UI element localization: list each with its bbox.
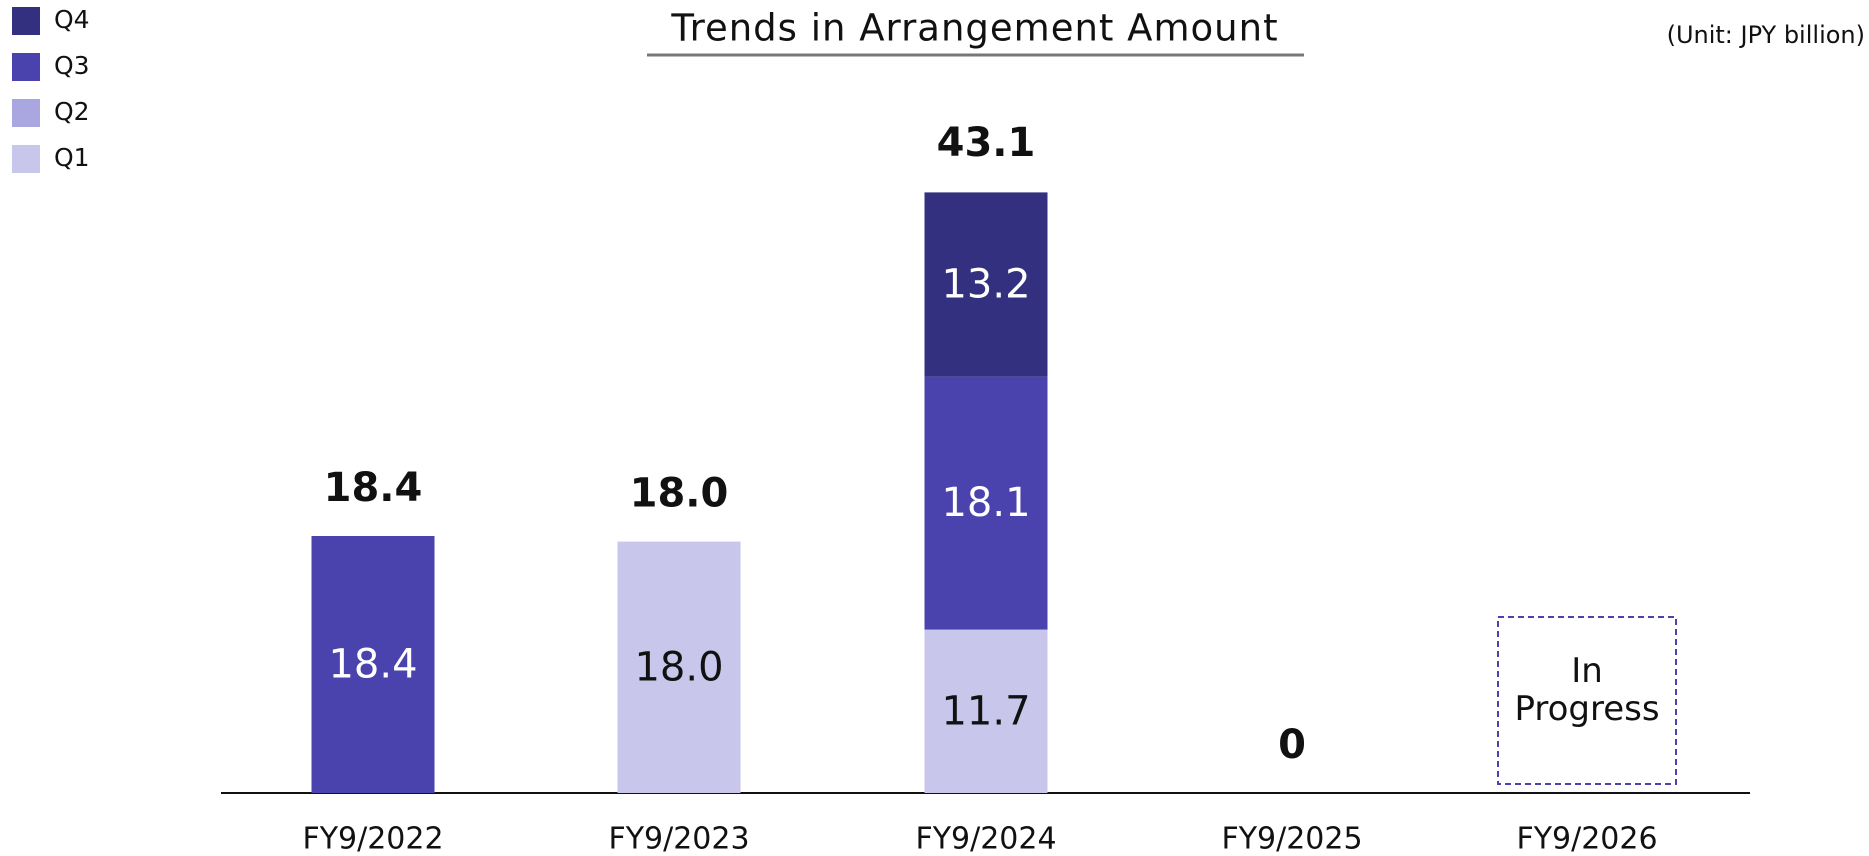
annotation: In Progress (1514, 651, 1660, 729)
unit-label: (Unit: JPY billion) (1667, 21, 1865, 49)
legend-swatch (12, 7, 40, 35)
total-label: 18.4 (324, 465, 423, 511)
legend-label: Q1 (54, 143, 90, 172)
chart-title: Trends in Arrangement Amount (670, 7, 1278, 50)
legend-label: Q4 (54, 5, 90, 34)
bar-segment (617, 541, 741, 793)
legend-swatch (12, 53, 40, 81)
legend-label: Q3 (54, 51, 90, 80)
segment-label: 13.2 (941, 262, 1030, 308)
bar-segment (311, 535, 435, 793)
bar-segment (924, 629, 1048, 793)
x-tick-label: FY9/2026 (1516, 822, 1657, 856)
total-label: 18.0 (630, 471, 729, 517)
total-label: 0 (1278, 722, 1306, 768)
bar-segment (924, 192, 1048, 377)
segment-label: 11.7 (941, 688, 1030, 734)
x-tick-label: FY9/2023 (608, 822, 749, 856)
segment-label: 18.1 (941, 480, 1030, 526)
legend-swatch (12, 99, 40, 127)
segment-label: 18.4 (328, 641, 417, 687)
legend-label: Q2 (54, 97, 90, 126)
x-tick-label: FY9/2022 (302, 822, 443, 856)
total-label: 43.1 (937, 120, 1036, 166)
x-tick-label: FY9/2024 (915, 822, 1056, 856)
x-tick-label: FY9/2025 (1221, 822, 1362, 856)
annotation-box (1497, 616, 1677, 785)
bar-segment (924, 376, 1048, 630)
segment-label: 18.0 (634, 644, 723, 690)
legend-swatch (12, 145, 40, 173)
